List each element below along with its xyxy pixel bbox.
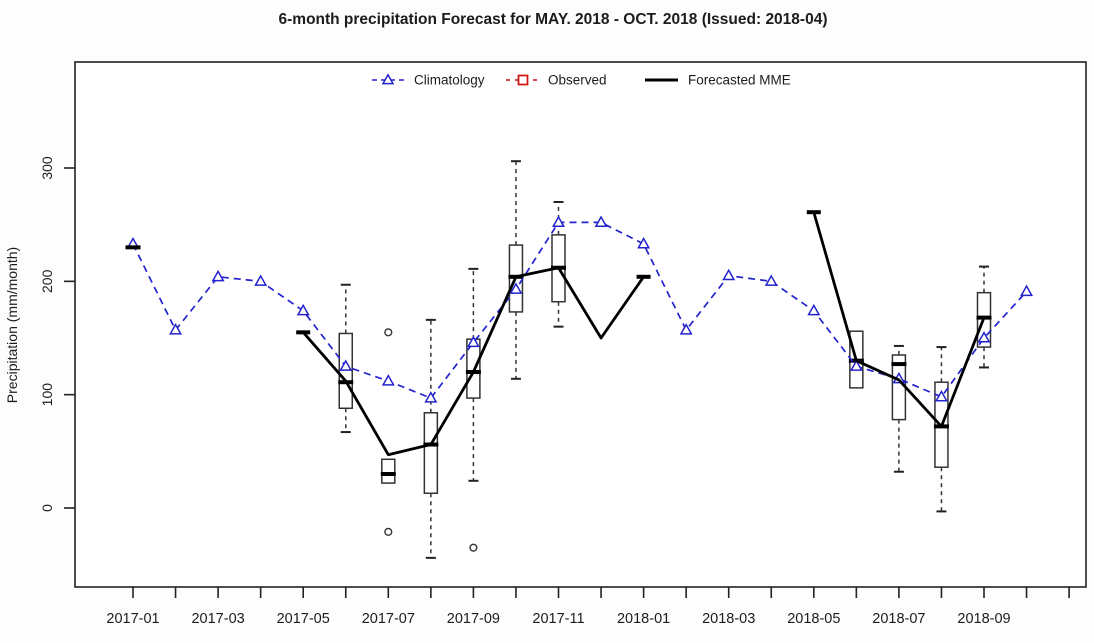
chart-title: 6-month precipitation Forecast for MAY. … (279, 11, 828, 28)
mme-segment-2017 (302, 266, 645, 457)
x-tick-label: 2018-03 (702, 611, 755, 627)
axes-layer: 2017-01 2017-03 2017-05 2017-07 2017-09 2017-… (39, 156, 1070, 627)
series-layer (125, 210, 1034, 457)
x-tick-label: 2018-01 (617, 611, 670, 627)
outlier-circle (384, 328, 393, 337)
outlier-circle (469, 543, 478, 552)
y-tick-label: 0 (39, 504, 55, 512)
climatology-marker (424, 391, 438, 403)
legend-marker-triangle (381, 73, 395, 85)
climatology-marker (339, 359, 353, 371)
climatology-marker (849, 359, 863, 371)
climatology-marker (509, 282, 523, 294)
climatology-marker (381, 374, 395, 386)
x-tick-label: 2018-07 (872, 611, 925, 627)
x-tick-label: 2017-09 (447, 611, 500, 627)
climatology-marker (764, 274, 778, 286)
x-tick-label: 2017-01 (106, 611, 159, 627)
plot-border (74, 61, 1087, 588)
y-axis-title: Precipitation (mm/month) (4, 247, 20, 403)
legend: Climatology Observed Forecasted MME (372, 73, 791, 88)
climatology-marker (977, 331, 991, 343)
climatology-marker (552, 215, 565, 227)
x-tick-label: 2017-11 (532, 611, 584, 627)
climatology-marker (1020, 284, 1034, 297)
boxplot (891, 344, 907, 473)
climatology-marker (722, 268, 736, 281)
x-tick-label: 2017-05 (277, 611, 330, 627)
boxplot-box (423, 412, 439, 495)
outlier-circle (384, 527, 393, 536)
climatology-marker (296, 303, 310, 316)
climatology-line (132, 221, 1028, 400)
legend-marker-square (517, 74, 529, 86)
climatology-marker (934, 390, 948, 402)
y-tick-label: 100 (39, 383, 55, 407)
climatology-marker (211, 269, 225, 282)
climatology-marker (637, 237, 651, 249)
line-end-cap (636, 274, 651, 279)
climatology-marker (466, 335, 480, 348)
x-tick-label: 2017-03 (191, 611, 244, 627)
y-tick-label: 200 (39, 269, 55, 293)
x-tick-label: 2018-05 (787, 611, 840, 627)
line-end-cap (806, 210, 821, 215)
observed-dash-mark (125, 245, 141, 250)
legend-label-climatology: Climatology (414, 73, 485, 88)
climatology-marker (594, 215, 608, 227)
climatology-marker (254, 274, 268, 286)
boxplot (380, 328, 396, 536)
y-tick-label: 300 (39, 156, 55, 180)
boxplot-box (381, 458, 396, 484)
x-tick-label: 2018-09 (957, 611, 1010, 627)
line-end-cap (296, 330, 311, 335)
climatology-marker (169, 323, 183, 335)
climatology-marker (679, 323, 693, 335)
climatology-marker (807, 303, 821, 316)
x-tick-label: 2017-07 (362, 611, 415, 627)
forecasted-mme-2018 (812, 211, 986, 428)
legend-label-observed: Observed (548, 73, 607, 88)
legend-label-forecasted-mme: Forecasted MME (688, 73, 791, 88)
